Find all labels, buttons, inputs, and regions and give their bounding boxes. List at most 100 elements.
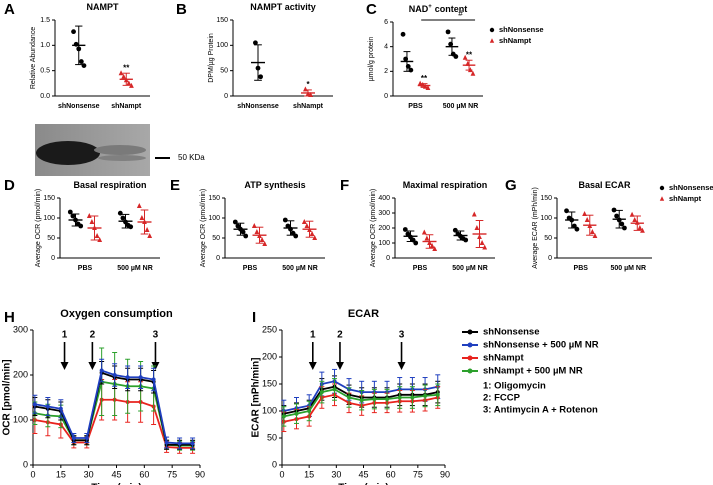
- blot-marker-label: 50 KDa: [178, 153, 205, 162]
- y-tick-label: 150: [262, 378, 277, 388]
- arrow-label: 1: [62, 330, 68, 341]
- y-tick-label: 4: [384, 44, 388, 51]
- annotation: **: [421, 74, 428, 83]
- data-point: [235, 223, 241, 229]
- panel-letter: E: [170, 177, 180, 194]
- title-text: Basal ECAR: [578, 180, 631, 190]
- data-point: [254, 229, 260, 234]
- data-point: [258, 74, 263, 80]
- y-tick-label: 50: [220, 68, 228, 75]
- arrow-head: [308, 362, 317, 370]
- y-tick-label: 0.5: [40, 68, 50, 75]
- data-point: [94, 233, 100, 238]
- data-point: [128, 224, 134, 230]
- data-point: [139, 215, 145, 220]
- data-point: [190, 441, 195, 446]
- panel-letter: C: [366, 1, 377, 18]
- title-text: ECAR: [348, 308, 379, 320]
- data-point: [294, 411, 299, 416]
- data-point: [410, 395, 415, 400]
- data-point: [429, 243, 435, 248]
- data-point: [86, 213, 92, 218]
- data-point: [32, 402, 37, 407]
- chart-title: ECAR: [348, 308, 379, 320]
- data-point: [71, 436, 76, 440]
- title-text: ATP synthesis: [244, 180, 305, 190]
- data-point: [413, 240, 419, 246]
- y-tick-label: 0: [384, 93, 388, 100]
- data-point: [262, 241, 268, 246]
- data-point: [164, 440, 169, 445]
- title-text: Basal respiration: [73, 180, 146, 190]
- data-point: [281, 414, 286, 419]
- arrow-label: 2: [90, 330, 96, 341]
- legend-note: 2: FCCP: [483, 393, 521, 404]
- annotation: **: [466, 50, 473, 59]
- data-point: [614, 213, 620, 219]
- x-axis-label: Time (min): [338, 483, 388, 485]
- data-point: [619, 221, 625, 227]
- y-axis-label: µmol/g protein: [368, 37, 375, 82]
- y-tick-label: 50: [544, 235, 552, 242]
- x-tick-label: 90: [195, 469, 205, 479]
- data-point: [402, 227, 408, 232]
- x-tick-label: 500 µM NR: [452, 265, 488, 272]
- chart-title: Oxygen consumption: [60, 308, 173, 320]
- chart-title: NAD+ content: [409, 4, 468, 15]
- data-point: [78, 59, 84, 64]
- data-point: [126, 80, 132, 86]
- data-point: [243, 233, 249, 239]
- data-point: [67, 209, 73, 215]
- x-tick-label: 15: [56, 469, 66, 479]
- y-tick-label: 150: [43, 195, 55, 202]
- title-text: NAMPT activity: [250, 2, 316, 12]
- title-text: Maximal respiration: [403, 180, 488, 190]
- x-tick-label: 30: [331, 469, 341, 479]
- data-point: [251, 223, 257, 228]
- arrow-label: 2: [337, 330, 343, 341]
- data-point: [462, 54, 468, 60]
- data-point: [564, 208, 569, 214]
- data-point: [117, 210, 123, 216]
- series-line: [34, 369, 193, 445]
- data-point: [463, 237, 469, 243]
- x-tick-label: 500 µM NR: [282, 265, 318, 272]
- data-point: [632, 217, 638, 222]
- data-point: [97, 237, 103, 242]
- data-point: [147, 233, 153, 238]
- data-point: [112, 373, 117, 377]
- x-tick-label: 500 µM NR: [117, 265, 153, 272]
- panel-letter: I: [252, 309, 256, 326]
- y-axis-label: DPM/µg Protein: [208, 33, 215, 83]
- x-tick-label: PBS: [574, 265, 589, 272]
- y-tick-label: 100: [216, 42, 228, 49]
- data-point: [629, 211, 635, 217]
- x-tick-label: 15: [304, 469, 314, 479]
- panel-letter: A: [4, 1, 15, 18]
- x-tick-label: 90: [440, 469, 450, 479]
- data-point: [89, 219, 95, 224]
- x-tick-label: 0: [30, 469, 35, 479]
- data-point: [611, 207, 617, 213]
- data-point: [589, 229, 595, 234]
- data-point: [400, 31, 406, 37]
- chart-title: Basal ECAR: [578, 180, 631, 190]
- data-point: [640, 227, 645, 233]
- y-tick-label: 300: [13, 324, 28, 334]
- data-point: [479, 240, 485, 245]
- panel-letter: F: [340, 177, 349, 194]
- y-tick-label: 0: [224, 93, 228, 100]
- x-tick-label: shNonsense: [237, 103, 279, 110]
- data-point: [71, 29, 76, 35]
- data-point: [309, 231, 315, 236]
- y-tick-label: 50: [47, 235, 55, 242]
- x-tick-label: shNampt: [293, 103, 324, 110]
- data-point: [637, 225, 643, 230]
- y-tick-label: 50: [212, 235, 220, 242]
- x-tick-label: PBS: [243, 265, 258, 272]
- data-point: [232, 219, 238, 225]
- data-point: [622, 225, 627, 231]
- data-point: [99, 368, 104, 373]
- data-point: [301, 219, 307, 224]
- data-point: [445, 29, 451, 35]
